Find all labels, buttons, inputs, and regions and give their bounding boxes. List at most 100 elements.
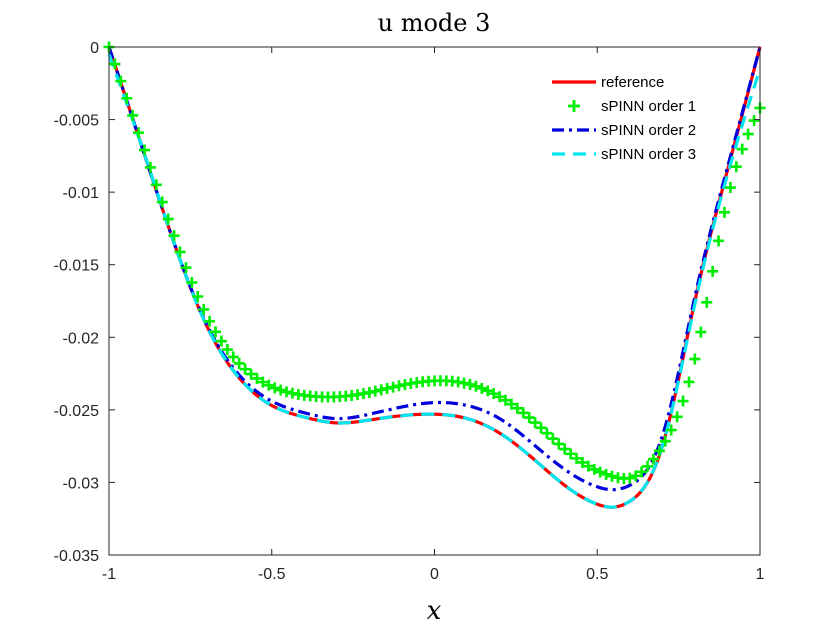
- series-marker: [115, 75, 127, 87]
- legend-label-spinn-order-3: sPINN order 3: [601, 146, 696, 163]
- x-tick-label: 0.5: [586, 566, 608, 583]
- series-marker: [275, 384, 287, 396]
- series-marker: [523, 412, 535, 424]
- series-marker: [571, 452, 583, 464]
- chart-title: u mode 3: [378, 9, 491, 37]
- series-marker: [150, 179, 162, 191]
- series-marker: [565, 448, 577, 460]
- y-tick-label: -0.025: [54, 403, 99, 420]
- series-marker: [369, 385, 381, 397]
- series-marker: [730, 161, 742, 173]
- series-marker: [718, 206, 730, 218]
- axis-ticks: -1 -0.5 0 0.5 1 0 -0.005 -0.01 -0.015 -0.02 -0.025…: [54, 40, 765, 583]
- series-marker: [387, 381, 399, 393]
- series-marker: [671, 411, 683, 423]
- series-marker: [127, 109, 139, 121]
- x-tick-label: -1: [102, 566, 116, 583]
- series-marker: [269, 382, 281, 394]
- series-marker: [482, 385, 494, 397]
- series-marker: [594, 466, 606, 478]
- series-marker: [559, 443, 571, 455]
- series-marker: [736, 143, 748, 155]
- series-marker: [144, 161, 156, 173]
- legend-label-spinn-order-2: sPINN order 2: [601, 122, 696, 139]
- series-marker: [689, 353, 701, 365]
- series-marker: [139, 144, 151, 156]
- series-marker: [168, 230, 180, 242]
- y-tick-label: -0.02: [63, 330, 100, 347]
- series-marker: [204, 315, 216, 327]
- series-marker: [257, 376, 269, 388]
- series-marker: [458, 377, 470, 389]
- series-marker: [381, 382, 393, 394]
- series-marker: [582, 460, 594, 472]
- series-marker: [742, 128, 754, 140]
- series-marker: [500, 394, 512, 406]
- series-marker: [109, 58, 121, 70]
- series-marker: [647, 453, 659, 465]
- series-marker: [695, 326, 707, 338]
- x-axis-label: x: [427, 596, 442, 626]
- series-spinn-order-1: [103, 41, 766, 485]
- series-marker: [215, 335, 227, 347]
- series-marker: [630, 470, 642, 482]
- series-marker: [180, 262, 192, 274]
- series-marker: [198, 303, 210, 315]
- y-tick-label: 0: [90, 40, 99, 57]
- series-marker: [600, 468, 612, 480]
- x-tick-label: 0: [430, 566, 439, 583]
- series-marker: [547, 433, 559, 445]
- series-marker: [156, 196, 168, 208]
- series-marker: [281, 386, 293, 398]
- series-marker: [210, 326, 222, 338]
- series-marker: [476, 382, 488, 394]
- series-marker: [517, 407, 529, 419]
- x-tick-label: -0.5: [258, 566, 286, 583]
- series-marker: [606, 470, 618, 482]
- series-marker: [233, 357, 245, 369]
- series-marker: [470, 380, 482, 392]
- series-marker: [713, 235, 725, 247]
- y-tick-label: -0.03: [63, 475, 100, 492]
- y-tick-label: -0.005: [54, 113, 99, 130]
- series-marker: [541, 427, 553, 439]
- y-tick-label: -0.01: [63, 185, 100, 202]
- legend-box: [545, 68, 725, 168]
- legend-label-reference: reference: [601, 74, 664, 91]
- series-marker: [505, 398, 517, 410]
- series-marker: [263, 379, 275, 391]
- legend: reference sPINN order 1 sPINN order 2 sPINN…: [545, 68, 725, 168]
- series-marker: [251, 372, 263, 384]
- series-marker: [535, 422, 547, 434]
- y-tick-label: -0.015: [54, 258, 99, 275]
- series-line-spinn-order-2: [107, 46, 762, 492]
- series-marker: [748, 115, 760, 127]
- series-marker: [221, 344, 233, 356]
- series-marker: [665, 424, 677, 436]
- series-marker: [588, 463, 600, 475]
- series-marker: [133, 127, 145, 139]
- series-marker: [701, 296, 713, 308]
- legend-marker-spinn-order-1: [568, 100, 580, 112]
- legend-label-spinn-order-1: sPINN order 1: [601, 98, 696, 115]
- series-marker: [724, 182, 736, 194]
- series-marker: [653, 445, 665, 457]
- series-marker: [464, 378, 476, 390]
- series-marker: [576, 456, 588, 468]
- series-marker: [121, 92, 133, 104]
- series-marker: [553, 438, 565, 450]
- series-marker: [494, 391, 506, 403]
- series-marker: [375, 384, 387, 396]
- series-marker: [529, 417, 541, 429]
- series-marker: [642, 460, 654, 472]
- y-tick-label: -0.035: [54, 548, 99, 565]
- series-marker: [227, 351, 239, 363]
- series-marker: [683, 376, 695, 388]
- plot-area: [103, 41, 766, 509]
- series-marker: [239, 363, 251, 375]
- series-marker: [636, 466, 648, 478]
- series-marker: [488, 388, 500, 400]
- series-marker: [511, 402, 523, 414]
- series-marker: [624, 472, 636, 484]
